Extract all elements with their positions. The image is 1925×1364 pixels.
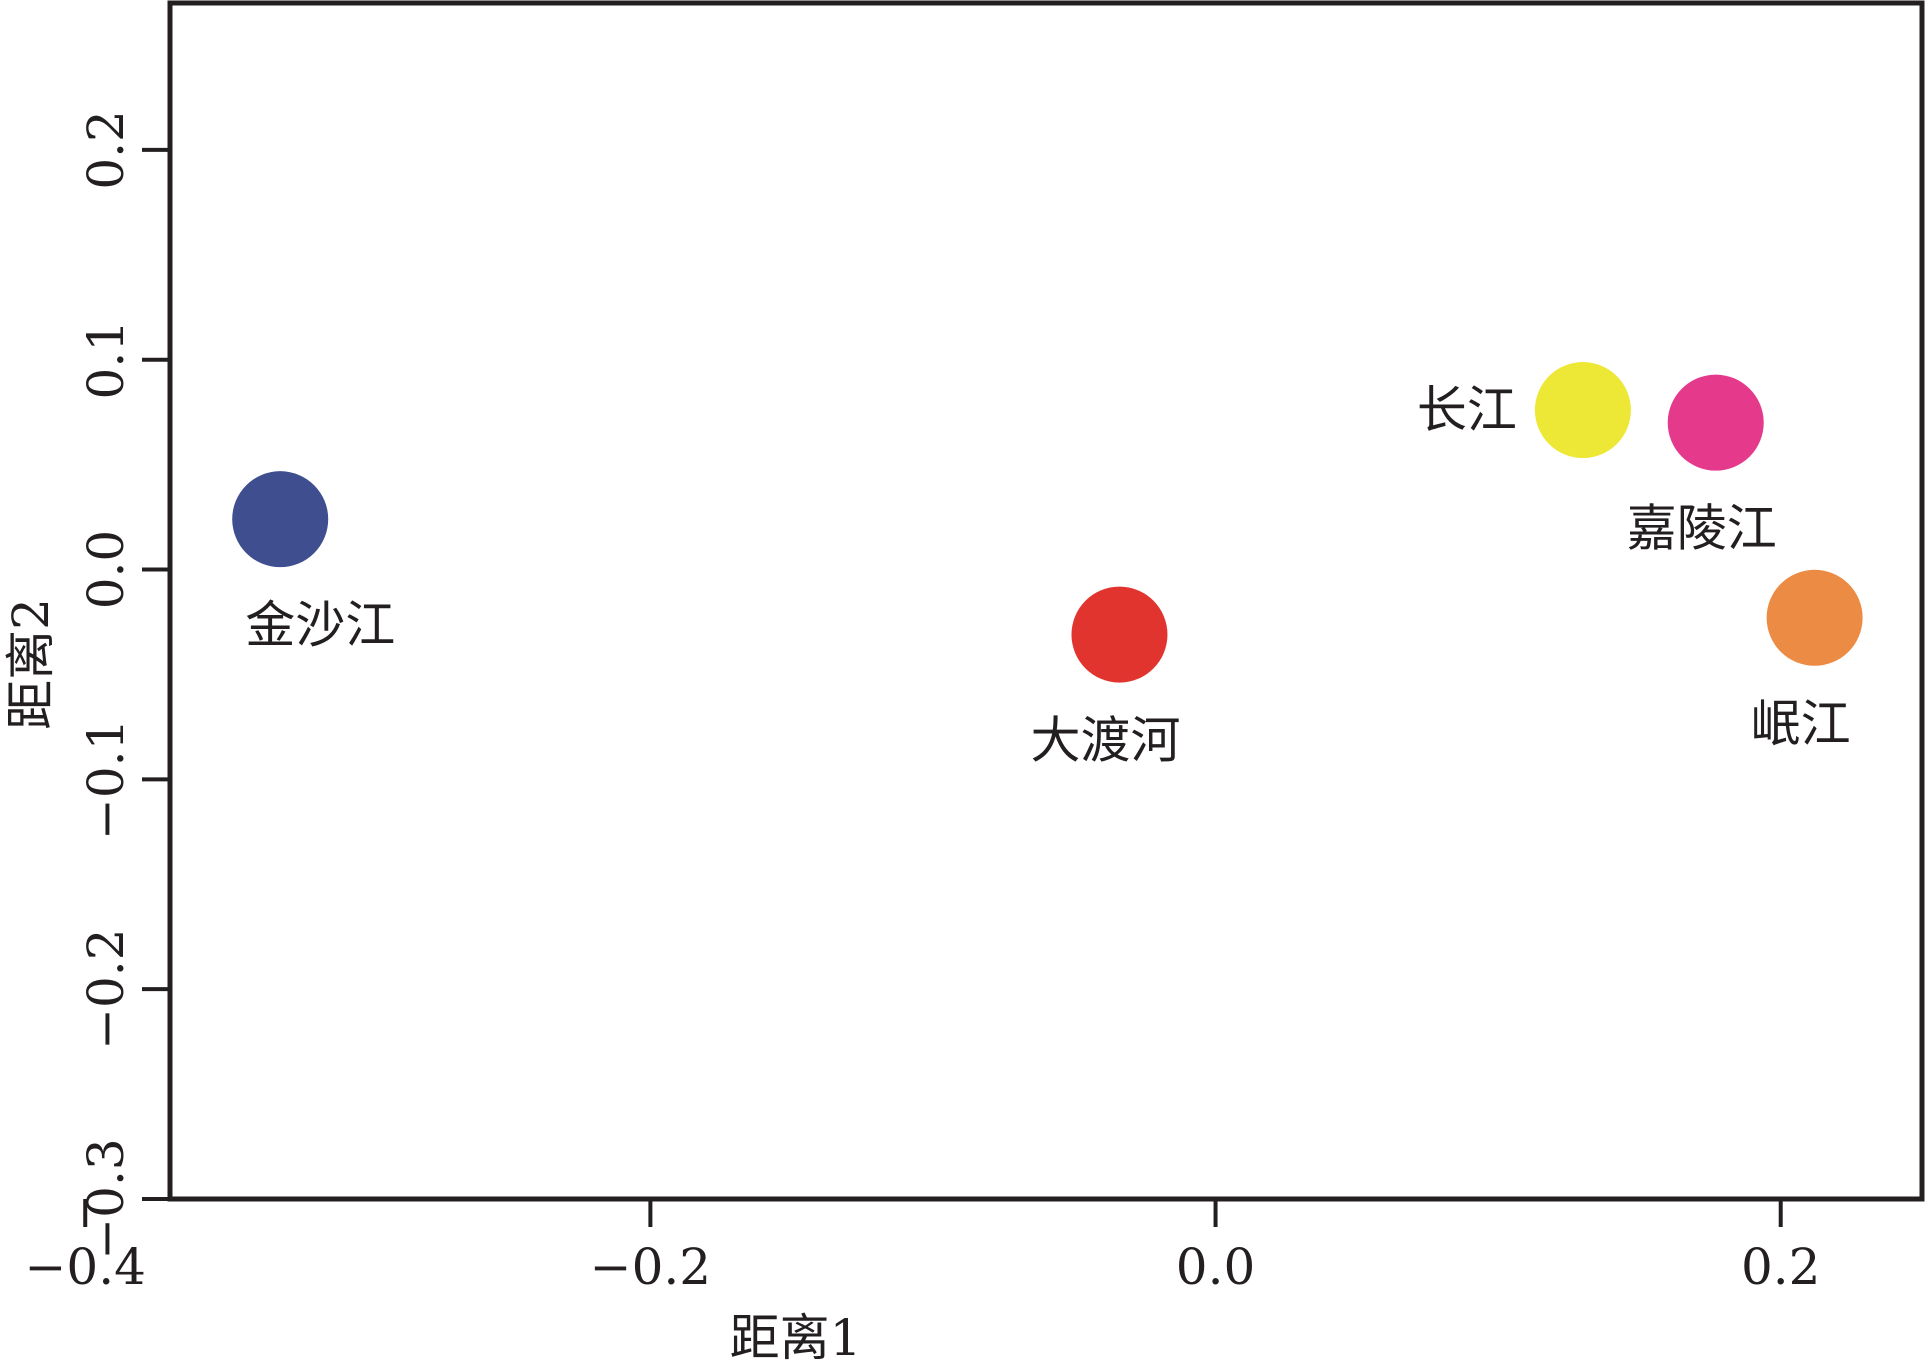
- data-point: [1071, 586, 1168, 683]
- y-tick-label: 0.2: [77, 110, 135, 190]
- x-tick-label: −0.4: [25, 1238, 146, 1296]
- data-point: [1534, 362, 1631, 459]
- data-point: [232, 471, 329, 568]
- plot-area-frame: [167, 0, 1925, 1202]
- y-axis-title: 距离2: [2, 598, 60, 730]
- x-tick-label: 0.0: [1176, 1238, 1256, 1296]
- y-tick-label: 0.0: [77, 530, 135, 610]
- data-point-label: 大渡河: [1030, 712, 1180, 770]
- y-axis-ticks: −0.3−0.2−0.10.00.10.2: [77, 110, 170, 1260]
- data-point-label: 金沙江: [245, 596, 395, 654]
- data-point-label: 嘉陵江: [1627, 500, 1777, 558]
- data-point: [1667, 374, 1764, 471]
- x-tick-label: 0.2: [1741, 1238, 1821, 1296]
- y-tick-label: −0.1: [77, 719, 135, 840]
- data-point-label: 岷江: [1751, 695, 1851, 753]
- data-point-label: 长江: [1417, 381, 1517, 439]
- x-axis-title: 距离1: [730, 1309, 862, 1364]
- x-axis-ticks: −0.4 −0.2 0.0 0.2: [25, 1199, 1821, 1296]
- y-tick-label: 0.1: [77, 320, 135, 400]
- data-point: [1766, 569, 1863, 666]
- y-tick-label: −0.2: [77, 928, 135, 1049]
- x-tick-label: −0.2: [590, 1238, 711, 1296]
